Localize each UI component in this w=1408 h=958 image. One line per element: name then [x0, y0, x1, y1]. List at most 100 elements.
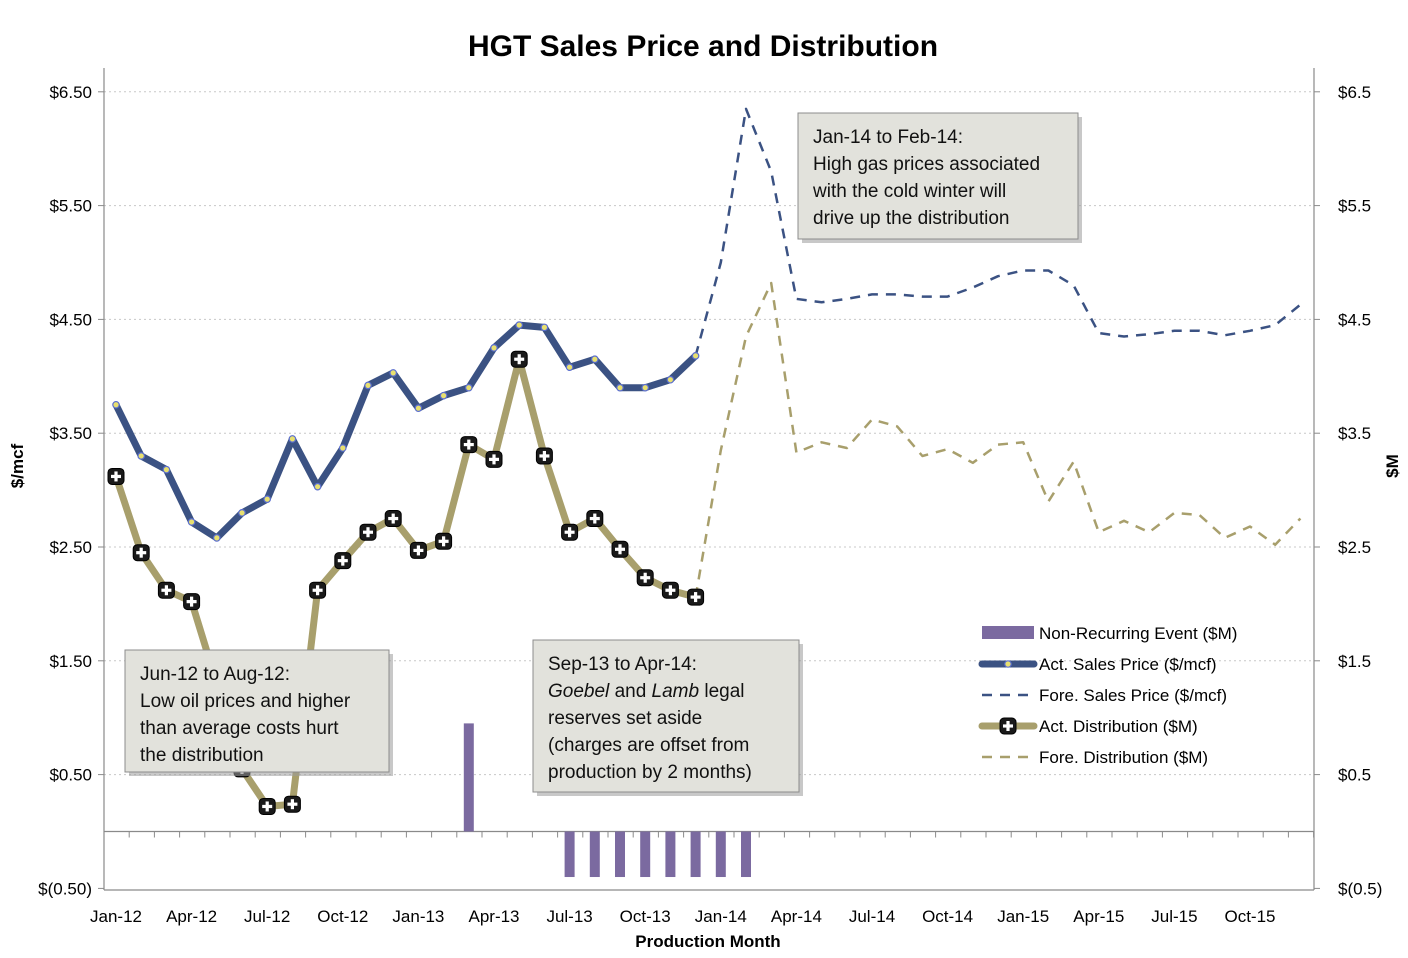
- legend-item-act-sales-price-mcf: Act. Sales Price ($/mcf): [978, 655, 1217, 674]
- y-tick-label-left: $2.50: [49, 538, 92, 557]
- y-axis-left: $6.50 $5.50 $4.50 $3.50 $2.50 $1.50 $0.50 $(0.5…: [38, 68, 105, 898]
- y-tick-label-right: $2.5: [1338, 538, 1371, 557]
- bar-non-recurring-event: [741, 831, 751, 878]
- annotation-line: Jan-14 to Feb-14:: [813, 127, 963, 148]
- x-tick-label: Oct-15: [1224, 907, 1275, 926]
- legend-label: Act. Sales Price ($/mcf): [1039, 655, 1217, 674]
- legend-label: Act. Distribution ($M): [1039, 717, 1198, 736]
- bar-non-recurring-event: [715, 831, 726, 878]
- x-tick-label: Jul-12: [244, 907, 290, 926]
- legend-label: Fore. Sales Price ($/mcf): [1039, 686, 1227, 705]
- legend-item-fore-sales-price-mcf: Fore. Sales Price ($/mcf): [982, 686, 1227, 705]
- annotations: Jan-14 to Feb-14: High gas prices associa…: [124, 112, 1082, 796]
- point-sales-price: [364, 381, 372, 390]
- annotation-box: Jan-14 to Feb-14: High gas prices associa…: [797, 112, 1082, 243]
- y-tick-label-right: $5.5: [1338, 197, 1371, 216]
- point-sales-price: [439, 391, 448, 400]
- point-sales-price: [238, 509, 246, 517]
- x-tick-label: Jan-13: [392, 907, 444, 926]
- bar-non-recurring-event: [615, 831, 625, 878]
- bar-non-recurring-event: [690, 831, 701, 878]
- annotation-line: Low oil prices and higher: [140, 691, 351, 712]
- point-sales-price: [590, 355, 599, 364]
- point-distribution: [107, 467, 125, 485]
- x-tick-label: Apr-14: [771, 907, 822, 926]
- x-tick-label: Apr-13: [468, 907, 519, 926]
- point-sales-price: [213, 534, 221, 542]
- point-distribution: [258, 797, 276, 815]
- point-sales-price: [414, 404, 423, 412]
- x-axis: Jan-12 Apr-12 Jul-12 Oct-12 Jan-13 Apr-13 Jul-…: [90, 831, 1315, 926]
- point-distribution: [132, 544, 150, 562]
- y-tick-label-left: $3.50: [49, 424, 92, 443]
- bar-non-recurring-event: [665, 831, 676, 878]
- point-sales-price: [565, 363, 574, 371]
- annotation-box: Sep-13 to Apr-14: Goebel and Lamb legal re…: [532, 639, 803, 796]
- point-sales-price: [288, 435, 297, 443]
- point-distribution: [611, 540, 629, 558]
- annotation-box: Jun-12 to Aug-12: Low oil prices and high…: [124, 649, 393, 776]
- x-tick-label: Oct-14: [922, 907, 973, 926]
- bars: [463, 723, 751, 878]
- point-distribution: [661, 581, 679, 599]
- point-distribution: [586, 510, 604, 528]
- y-tick-label-right: $1.5: [1338, 652, 1371, 671]
- y-tick-label-right: $(0.5): [1338, 879, 1382, 898]
- point-distribution: [561, 523, 579, 541]
- bar-non-recurring-event: [640, 831, 651, 878]
- y-tick-label-left: $6.50: [49, 83, 92, 102]
- point-distribution: [359, 523, 377, 541]
- point-distribution: [183, 593, 201, 611]
- point-distribution: [384, 510, 402, 528]
- annotation-line: than average costs hurt: [140, 718, 339, 739]
- point-distribution: [157, 581, 175, 599]
- x-tick-label: Jul-15: [1151, 907, 1197, 926]
- y-tick-label-right: $6.5: [1338, 83, 1371, 102]
- y-tick-label-right: $3.5: [1338, 424, 1371, 443]
- legend-item-act-distribution-m: Act. Distribution ($M): [978, 717, 1198, 736]
- series-line-fore-sales-price-mcf: [694, 107, 1302, 357]
- point-distribution: [636, 569, 654, 587]
- annotation-line: Jun-12 to Aug-12:: [140, 664, 290, 685]
- annotation-line: with the cold winter will: [812, 181, 1006, 202]
- legend-label: Non-Recurring Event ($M): [1039, 624, 1237, 643]
- point-distribution: [435, 532, 453, 550]
- point-sales-price: [338, 444, 347, 452]
- x-tick-label: Jul-14: [849, 907, 895, 926]
- legend: Non-Recurring Event ($M) Act. Sales Price…: [978, 624, 1237, 767]
- point-sales-price: [641, 383, 650, 392]
- point-sales-price: [137, 452, 146, 460]
- y-tick-label-left: $1.50: [49, 652, 92, 671]
- y-tick-label-left: $5.50: [49, 197, 92, 216]
- chart-title: HGT Sales Price and Distribution: [468, 30, 938, 63]
- x-tick-label: Jan-14: [695, 907, 747, 926]
- y-tick-label-left: $(0.50): [38, 879, 92, 898]
- point-distribution: [283, 795, 301, 813]
- point-sales-price: [616, 383, 624, 392]
- point-distribution: [334, 552, 352, 570]
- point-sales-price: [464, 383, 473, 392]
- x-tick-label: Jan-15: [997, 907, 1049, 926]
- y-axis-right-title: $M: [1383, 454, 1402, 478]
- x-tick-label: Oct-13: [620, 907, 671, 926]
- x-tick-label: Apr-12: [166, 907, 217, 926]
- annotation-line: (charges are offset from: [548, 735, 749, 756]
- y-tick-label-left: $0.50: [49, 766, 92, 785]
- bar-non-recurring-event: [463, 723, 474, 832]
- point-sales-price: [490, 344, 498, 352]
- x-axis-title: Production Month: [635, 932, 780, 951]
- bar-non-recurring-event: [589, 831, 600, 878]
- y-axis-right: $6.5 $5.5 $4.5 $3.5 $2.5 $1.5 $0.5 $(0.5): [1313, 68, 1382, 898]
- point-sales-price: [263, 495, 272, 504]
- y-tick-label-right: $4.5: [1338, 310, 1371, 329]
- point-sales-price: [187, 518, 196, 526]
- point-distribution: [485, 450, 503, 468]
- series-line-act-sales-price-mcf: [112, 321, 700, 542]
- series-line-fore-distribution-m: [694, 281, 1302, 598]
- annotation-line: High gas prices associated: [813, 154, 1040, 175]
- x-tick-label: Oct-12: [317, 907, 368, 926]
- y-axis-left-title: $/mcf: [8, 443, 27, 488]
- legend-item-fore-distribution-m: Fore. Distribution ($M): [982, 748, 1208, 767]
- annotation-line: reserves set aside: [548, 708, 702, 729]
